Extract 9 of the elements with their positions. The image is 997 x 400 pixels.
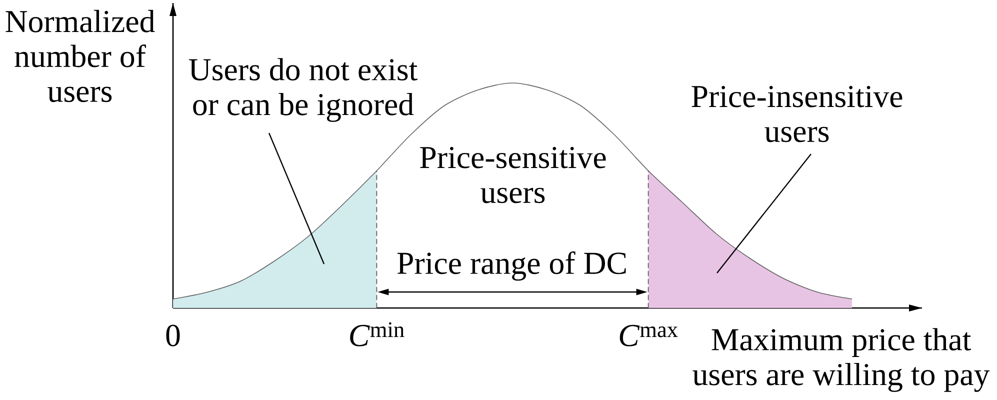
x-axis-title: Maximum price that users are willing to pay (692, 328, 990, 392)
annotation: Users do not exist or can be ignored (189, 58, 418, 122)
x-tick-label: 0 (166, 324, 180, 346)
x-tick-label: C$^{min}$ (350, 322, 404, 346)
y-axis-title: Normalized number of users (6, 10, 155, 102)
annotation: Price range of DC (397, 251, 626, 281)
annotation: Price-sensitive users (420, 146, 606, 204)
annotation: Price-insensitive users (692, 86, 902, 142)
x-tick-label: C$^{max}$ (620, 324, 678, 346)
